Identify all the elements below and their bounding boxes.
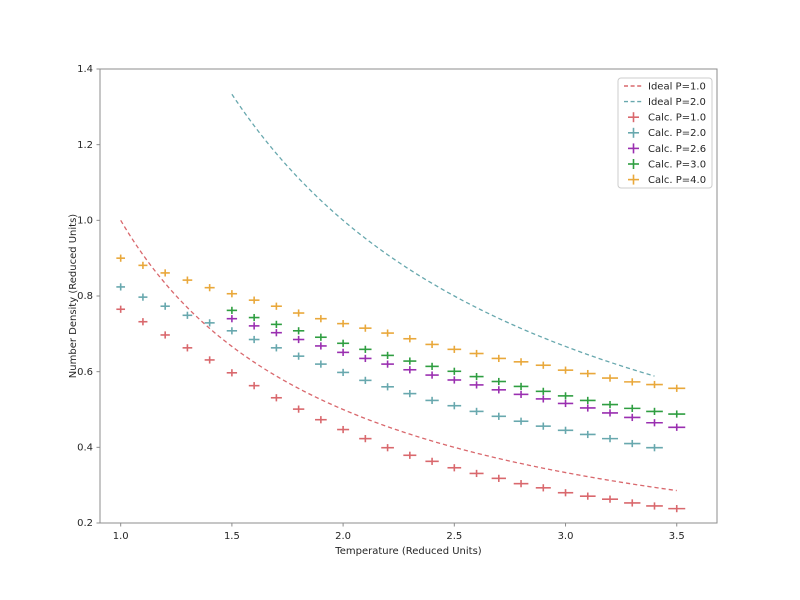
legend-label: Calc. P=2.6: [648, 144, 706, 155]
series-calc-p-4-0: [116, 254, 686, 392]
legend-entry-calc-p-1-0: Calc. P=1.0: [628, 112, 706, 124]
legend-entry-ideal-p-2-0: Ideal P=2.0: [624, 97, 706, 108]
legend-entry-calc-p-4-0: Calc. P=4.0: [628, 174, 706, 186]
x-tick-label: 3.5: [669, 531, 685, 542]
legend: Ideal P=1.0 Ideal P=2.0 Calc. P=1.0 Calc. P…: [617, 77, 713, 189]
y-tick-label: 0.8: [77, 291, 93, 302]
y-tick-label: 0.2: [77, 518, 93, 529]
legend-label: Calc. P=1.0: [648, 113, 706, 124]
x-axis-label: Temperature (Reduced Units): [334, 546, 482, 557]
series-calc-p-2-6: [226, 315, 686, 431]
series-calc-p-2-0: [116, 283, 663, 452]
legend-entry-calc-p-2-0: Calc. P=2.0: [628, 127, 706, 139]
series-calc-p-1-0: [116, 305, 686, 513]
x-tick-label: 1.5: [224, 531, 240, 542]
y-tick-label: 1.2: [77, 140, 93, 151]
series-ideal-p-1-0: [120, 219, 677, 492]
y-tick-label: 1.0: [77, 216, 93, 227]
x-tick-label: 3.0: [558, 531, 574, 542]
y-tick-label: 0.4: [77, 443, 93, 454]
x-tick-label: 1.0: [113, 531, 129, 542]
legend-entry-calc-p-2-6: Calc. P=2.6: [628, 143, 706, 155]
x-axis: 1.0 1.5 2.0 2.5 3.0 3.5 Temperature (Reduced U…: [113, 523, 685, 557]
y-axis: 0.2 0.4 0.6 0.8 1.0 1.2 1.4 Number Density (Red…: [68, 64, 100, 529]
legend-label: Ideal P=2.0: [648, 97, 706, 108]
x-tick-label: 2.5: [446, 531, 462, 542]
legend-entry-ideal-p-1-0: Ideal P=1.0: [624, 81, 706, 92]
legend-entry-calc-p-3-0: Calc. P=3.0: [628, 159, 706, 170]
ideal-curve: [120, 219, 677, 492]
ideal-curve: [231, 93, 655, 377]
y-tick-label: 0.6: [77, 367, 93, 378]
series-ideal-p-2-0: [231, 93, 655, 377]
y-tick-label: 1.4: [77, 64, 93, 75]
legend-label: Calc. P=3.0: [648, 159, 706, 170]
x-tick-label: 2.0: [335, 531, 351, 542]
y-axis-label: Number Density (Reduced Units): [68, 214, 79, 379]
legend-box: [617, 77, 713, 189]
legend-label: Ideal P=1.0: [648, 81, 706, 92]
series-calc-p-3-0: [226, 306, 686, 418]
legend-label: Calc. P=4.0: [648, 175, 706, 186]
legend-label: Calc. P=2.0: [648, 128, 706, 139]
